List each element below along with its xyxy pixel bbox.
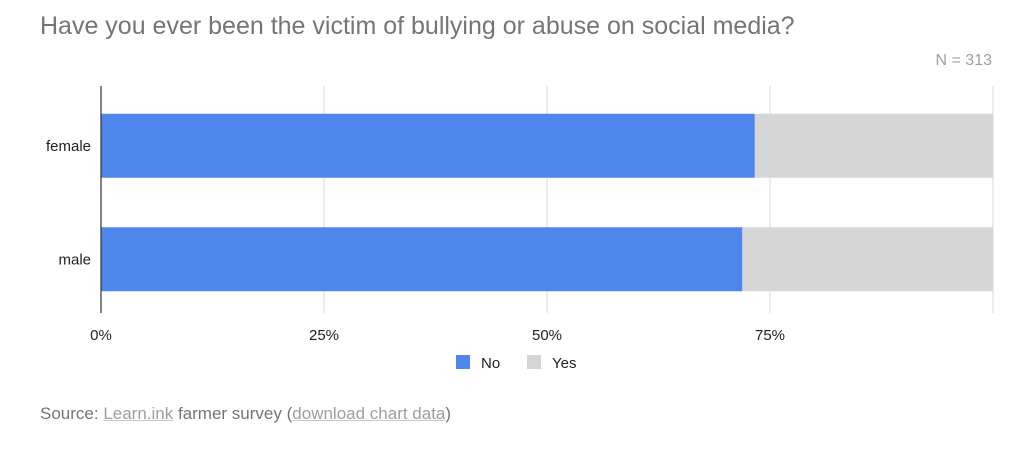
- legend-swatch-yes: [527, 355, 541, 369]
- sample-size-label: N = 313: [935, 52, 992, 69]
- legend-label-yes: Yes: [552, 355, 576, 372]
- bar-female-yes: [754, 113, 993, 178]
- legend-swatch-no: [456, 355, 470, 369]
- source-suffix: ): [445, 404, 452, 423]
- learnink-link[interactable]: Learn.ink: [103, 404, 174, 423]
- x-tick-label-0: 0%: [90, 327, 112, 344]
- source-prefix: Source:: [40, 404, 104, 423]
- chart-title: Have you ever been the victim of bullyin…: [40, 12, 795, 40]
- category-label-female: female: [46, 138, 91, 155]
- bar-male-yes: [742, 227, 993, 292]
- x-tick-label-2: 50%: [532, 327, 562, 344]
- x-tick-label-1: 25%: [309, 327, 339, 344]
- source-line: Source: Learn.ink farmer survey (downloa…: [40, 404, 451, 424]
- download-chart-data-link[interactable]: download chart data: [292, 404, 446, 423]
- source-middle: farmer survey (: [173, 404, 293, 423]
- category-label-male: male: [58, 251, 91, 268]
- stacked-bar-chart: female male 0% 25% 50% 75% No Yes: [46, 86, 994, 372]
- legend-label-no: No: [481, 355, 500, 372]
- x-tick-label-3: 75%: [755, 327, 785, 344]
- bar-female-no: [101, 113, 755, 178]
- bar-male-no: [101, 227, 743, 292]
